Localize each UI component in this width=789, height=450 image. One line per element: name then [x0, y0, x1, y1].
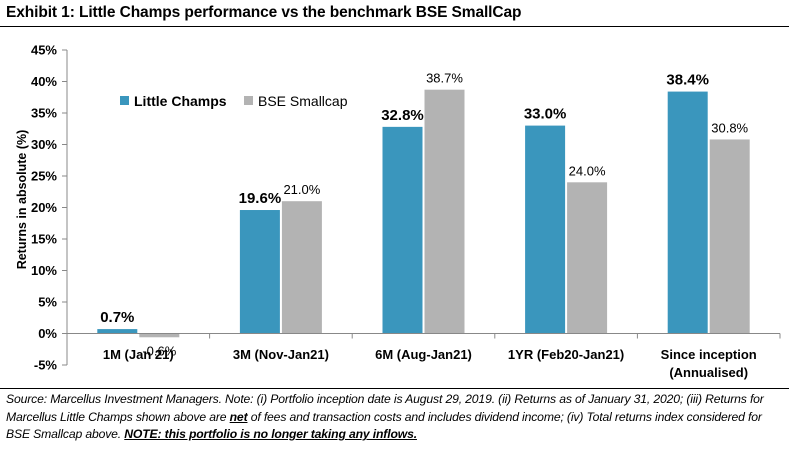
footnote-text-2: of fees and transaction costs and includ…	[6, 409, 762, 442]
bottom-rule	[0, 388, 789, 389]
y-tick-label: 45%	[31, 43, 57, 58]
y-axis: -5% 0% 5% 10% 15% 20% 25% 30% 35% 40% 45% Returns i…	[15, 43, 68, 373]
legend: Little Champs BSE Smallcap	[120, 93, 348, 109]
bar-little-champs	[667, 91, 708, 334]
footnote: Source: Marcellus Investment Managers. N…	[6, 391, 784, 444]
bar-little-champs	[525, 125, 566, 334]
bar-little-champs	[97, 329, 138, 334]
bar-little-champs	[382, 126, 423, 334]
bar-chart: -5% 0% 5% 10% 15% 20% 25% 30% 35% 40% 45% Returns i…	[15, 43, 781, 380]
x-tick-label: (Annualised)	[669, 365, 748, 380]
y-tick-label: 5%	[38, 295, 57, 310]
y-tick-label: 10%	[31, 263, 57, 278]
legend-label: Little Champs	[134, 93, 227, 109]
bars	[97, 89, 750, 338]
legend-label: BSE Smallcap	[258, 93, 348, 109]
x-tick-label: 3M (Nov-Jan21)	[233, 347, 329, 362]
bar-bse-smallcap	[424, 89, 465, 334]
bar-little-champs	[239, 210, 280, 334]
footnote-note: NOTE: this portfolio is no longer taking…	[124, 427, 417, 441]
bar-bse-smallcap	[139, 333, 180, 338]
x-tick-label: 1M (Jan 21)	[103, 347, 174, 362]
y-tick-label: 15%	[31, 232, 57, 247]
y-tick-label: 20%	[31, 200, 57, 215]
y-tick-label: 30%	[31, 137, 57, 152]
data-label: 38.7%	[426, 71, 463, 86]
legend-swatch	[120, 96, 129, 105]
exhibit-title: Exhibit 1: Little Champs performance vs …	[6, 4, 522, 21]
y-tick-label: 25%	[31, 169, 57, 184]
x-tick-label: 1YR (Feb20-Jan21)	[508, 347, 624, 362]
y-tick-label: 0%	[38, 326, 57, 341]
data-label: 38.4%	[666, 72, 709, 89]
data-label: 19.6%	[239, 190, 282, 207]
data-label: 21.0%	[283, 182, 320, 197]
x-tick-label: 6M (Aug-Jan21)	[375, 347, 472, 362]
y-axis-title: Returns in absolute (%)	[15, 130, 29, 270]
y-tick-label: -5%	[34, 358, 58, 373]
x-axis: 1M (Jan 21) 3M (Nov-Jan21) 6M (Aug-Jan21) 1…	[66, 333, 781, 380]
bar-labels: 0.7% -0.6% 19.6%21.0% 32.8% 38.7% 33.0% 24.0% 3…	[100, 71, 748, 359]
y-tick-label: 40%	[31, 74, 57, 89]
bar-bse-smallcap	[567, 182, 608, 334]
legend-swatch	[244, 96, 253, 105]
bar-bse-smallcap	[709, 139, 750, 334]
data-label: -0.6%	[142, 343, 176, 358]
footnote-net: net	[229, 409, 248, 424]
x-tick-label: Since inception	[661, 347, 757, 362]
data-label: 32.8%	[381, 107, 424, 124]
bar-bse-smallcap	[281, 201, 322, 334]
footnote-text-1: Source: Marcellus Investment Managers. N…	[6, 392, 764, 424]
data-label: 0.7%	[100, 309, 134, 326]
data-label: 33.0%	[524, 106, 567, 123]
data-label: 30.8%	[711, 120, 748, 135]
data-label: 24.0%	[569, 163, 606, 178]
top-rule	[0, 26, 789, 27]
y-tick-label: 35%	[31, 106, 57, 121]
